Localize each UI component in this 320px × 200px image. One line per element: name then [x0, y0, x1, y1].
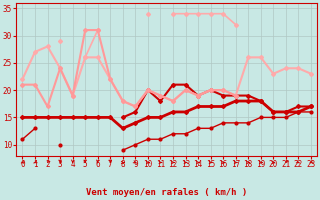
X-axis label: Vent moyen/en rafales ( km/h ): Vent moyen/en rafales ( km/h ) — [86, 188, 247, 197]
